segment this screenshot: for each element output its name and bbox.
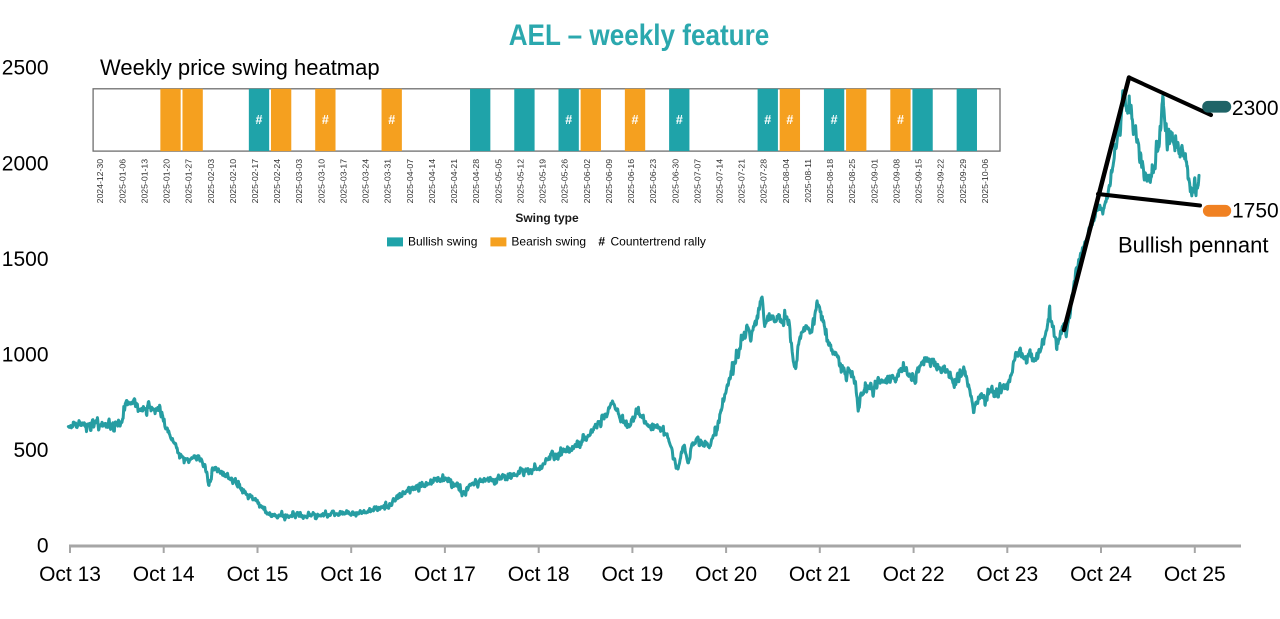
svg-text:2025-02-10: 2025-02-10 xyxy=(228,159,238,204)
svg-text:2025-07-14: 2025-07-14 xyxy=(715,159,725,204)
svg-text:500: 500 xyxy=(13,439,48,462)
svg-text:2025-07-21: 2025-07-21 xyxy=(737,159,747,204)
svg-text:2025-02-17: 2025-02-17 xyxy=(250,159,260,204)
svg-text:Oct 17: Oct 17 xyxy=(414,563,476,586)
svg-text:2025-01-13: 2025-01-13 xyxy=(139,159,149,204)
svg-text:2025-06-02: 2025-06-02 xyxy=(582,159,592,204)
svg-text:#: # xyxy=(897,113,904,127)
svg-text:2025-07-07: 2025-07-07 xyxy=(692,159,702,204)
svg-text:2025-08-18: 2025-08-18 xyxy=(825,159,835,204)
svg-text:Bullish swing: Bullish swing xyxy=(408,235,477,249)
svg-text:2025-09-15: 2025-09-15 xyxy=(914,159,924,204)
svg-text:Bearish swing: Bearish swing xyxy=(511,235,586,249)
svg-text:2025-08-25: 2025-08-25 xyxy=(847,159,857,204)
svg-text:#: # xyxy=(598,235,605,249)
svg-text:2025-09-01: 2025-09-01 xyxy=(869,159,879,204)
svg-text:0: 0 xyxy=(37,535,49,558)
svg-text:2025-05-19: 2025-05-19 xyxy=(538,159,548,204)
svg-text:2025-03-03: 2025-03-03 xyxy=(294,159,304,204)
svg-text:2025-01-27: 2025-01-27 xyxy=(184,159,194,204)
svg-text:2025-03-10: 2025-03-10 xyxy=(316,159,326,204)
svg-text:Oct 15: Oct 15 xyxy=(227,563,289,586)
svg-text:2025-10-06: 2025-10-06 xyxy=(980,159,990,204)
svg-text:Weekly price swing heatmap: Weekly price swing heatmap xyxy=(100,55,380,80)
svg-text:Oct 21: Oct 21 xyxy=(789,563,851,586)
svg-text:2000: 2000 xyxy=(2,152,49,175)
svg-text:2300: 2300 xyxy=(1232,97,1279,120)
svg-text:Oct 22: Oct 22 xyxy=(883,563,945,586)
svg-text:1500: 1500 xyxy=(2,248,49,271)
svg-text:2025-03-24: 2025-03-24 xyxy=(361,159,371,204)
svg-text:Oct 18: Oct 18 xyxy=(508,563,570,586)
svg-text:2025-09-29: 2025-09-29 xyxy=(958,159,968,204)
svg-text:Oct 20: Oct 20 xyxy=(695,563,757,586)
svg-text:Bullish pennant: Bullish pennant xyxy=(1118,233,1268,258)
svg-text:#: # xyxy=(256,113,263,127)
svg-text:#: # xyxy=(764,113,771,127)
svg-text:2025-03-17: 2025-03-17 xyxy=(339,159,349,204)
svg-text:AEL – weekly feature: AEL – weekly feature xyxy=(509,18,770,51)
svg-text:Oct 16: Oct 16 xyxy=(320,563,382,586)
svg-text:2025-02-03: 2025-02-03 xyxy=(206,159,216,204)
svg-text:#: # xyxy=(322,113,329,127)
svg-text:2025-05-05: 2025-05-05 xyxy=(493,159,503,204)
svg-text:#: # xyxy=(565,113,572,127)
svg-text:2025-08-11: 2025-08-11 xyxy=(803,159,813,203)
svg-text:#: # xyxy=(676,113,683,127)
svg-text:2025-06-23: 2025-06-23 xyxy=(648,159,658,204)
svg-text:2025-02-24: 2025-02-24 xyxy=(272,159,282,204)
svg-text:Oct 19: Oct 19 xyxy=(601,563,663,586)
svg-text:1750: 1750 xyxy=(1232,200,1279,223)
svg-text:2025-06-16: 2025-06-16 xyxy=(626,159,636,204)
svg-text:2025-09-22: 2025-09-22 xyxy=(936,159,946,204)
svg-text:#: # xyxy=(786,113,793,127)
svg-text:1000: 1000 xyxy=(2,343,49,366)
svg-text:2025-01-20: 2025-01-20 xyxy=(162,159,172,204)
svg-text:2025-03-31: 2025-03-31 xyxy=(383,159,393,204)
svg-text:2025-01-06: 2025-01-06 xyxy=(117,159,127,204)
svg-text:2025-04-28: 2025-04-28 xyxy=(471,159,481,204)
svg-text:#: # xyxy=(388,113,395,127)
svg-text:#: # xyxy=(831,113,838,127)
svg-text:2025-07-28: 2025-07-28 xyxy=(759,159,769,204)
svg-text:Oct 24: Oct 24 xyxy=(1070,563,1132,586)
svg-text:2025-08-04: 2025-08-04 xyxy=(781,159,791,204)
svg-text:2025-04-14: 2025-04-14 xyxy=(427,159,437,204)
svg-text:Swing type: Swing type xyxy=(515,211,579,225)
svg-text:2024-12-30: 2024-12-30 xyxy=(95,159,105,204)
svg-text:Oct 14: Oct 14 xyxy=(133,563,195,586)
svg-text:2025-06-30: 2025-06-30 xyxy=(670,159,680,204)
svg-text:2025-04-07: 2025-04-07 xyxy=(405,159,415,204)
svg-text:2025-04-21: 2025-04-21 xyxy=(449,159,459,204)
svg-text:2025-09-08: 2025-09-08 xyxy=(892,159,902,204)
svg-text:2500: 2500 xyxy=(2,57,49,80)
svg-text:Oct 25: Oct 25 xyxy=(1164,563,1226,586)
svg-text:#: # xyxy=(632,113,639,127)
svg-text:Oct 13: Oct 13 xyxy=(39,563,101,586)
svg-text:2025-06-09: 2025-06-09 xyxy=(604,159,614,204)
svg-text:Countertrend rally: Countertrend rally xyxy=(611,235,706,249)
svg-text:2025-05-26: 2025-05-26 xyxy=(560,159,570,204)
svg-text:Oct 23: Oct 23 xyxy=(976,563,1038,586)
svg-text:2025-05-12: 2025-05-12 xyxy=(515,159,525,204)
